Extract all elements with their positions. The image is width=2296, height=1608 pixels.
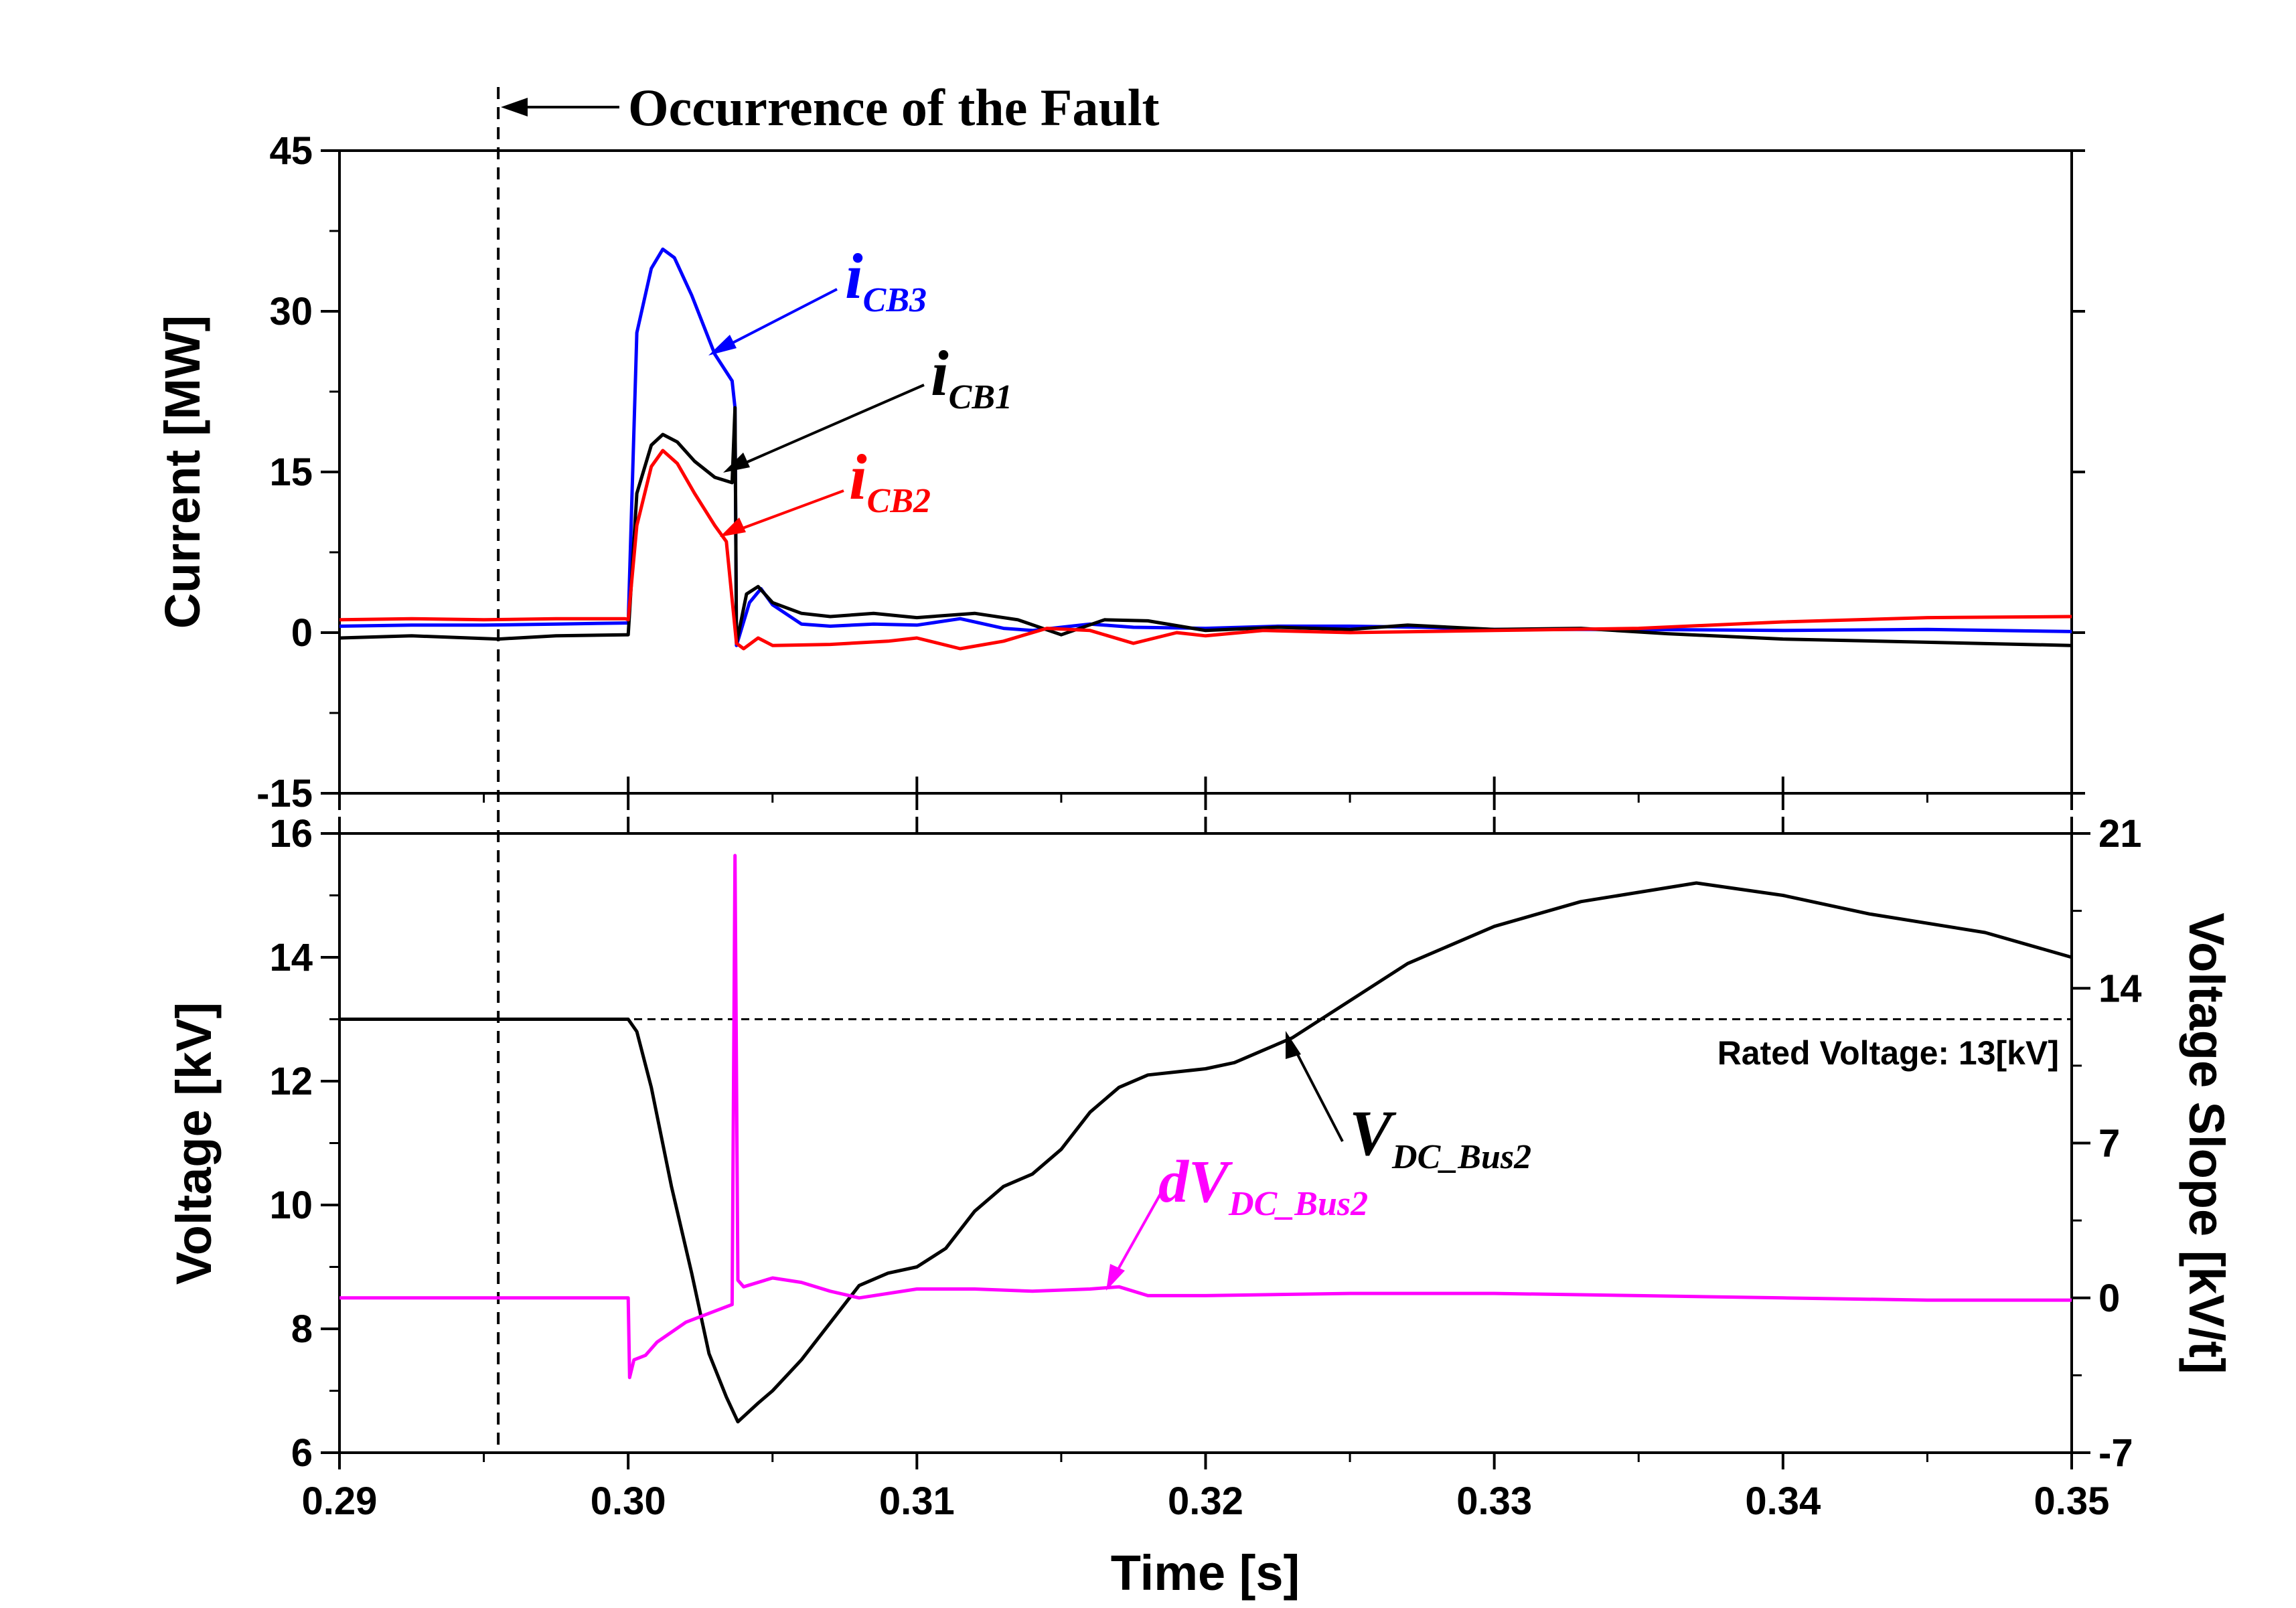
x-tick-label: 0.32 xyxy=(1168,1479,1243,1523)
i-cb2-label: iCB2 xyxy=(849,441,931,520)
right-y-tick-label: 21 xyxy=(2098,812,2142,856)
dv-dc-arrow xyxy=(1112,1191,1163,1279)
bottom-y-tick-label: 14 xyxy=(269,936,313,979)
series-dv-dc-bus2 xyxy=(339,854,2072,1380)
i-cb1-arrow xyxy=(735,384,925,469)
bottom-y-tick-label: 6 xyxy=(291,1431,313,1475)
x-tick-label: 0.29 xyxy=(302,1479,378,1523)
bottom-y-tick-label: 12 xyxy=(269,1060,313,1103)
bottom-y-tick-label: 10 xyxy=(269,1184,313,1227)
top-plot-frame xyxy=(338,149,2073,795)
fault-arrow-head xyxy=(501,98,528,116)
top-y-tick-label: 30 xyxy=(269,290,313,333)
axis-tick-labels: 0.29 0.30 0.31 0.32 0.33 0.34 0.35 -15 0 15 30 45 6 8… xyxy=(256,129,2141,1523)
v-dc-label: VDC_Bus2 xyxy=(1349,1097,1531,1176)
i-cb3-arrow xyxy=(719,288,838,351)
i-cb3-arrowhead xyxy=(708,335,737,355)
series-i-cb2 xyxy=(339,449,2072,651)
right-y-tick-label: 14 xyxy=(2098,967,2142,1010)
series-v-dc-bus2 xyxy=(339,881,2072,1424)
i-cb2-arrowhead xyxy=(720,517,746,537)
right-y-axis-title: Voltage Slope [kV/t] xyxy=(2179,912,2234,1374)
right-y-tick-label: 0 xyxy=(2098,1277,2120,1320)
right-y-tick-label: 7 xyxy=(2098,1122,2120,1165)
i-cb2-arrow xyxy=(731,489,844,534)
i-cb1-arrowhead xyxy=(723,453,750,473)
top-y-tick-label: 45 xyxy=(269,129,313,173)
axis-ticks xyxy=(321,149,2090,1469)
x-tick-label: 0.33 xyxy=(1456,1479,1532,1523)
series-i-cb1 xyxy=(339,406,2072,647)
x-tick-label: 0.35 xyxy=(2034,1479,2110,1523)
x-axis-title: Time [s] xyxy=(1111,1545,1300,1601)
x-tick-label: 0.31 xyxy=(879,1479,955,1523)
right-y-tick-label: -7 xyxy=(2098,1431,2133,1475)
i-cb1-label: iCB1 xyxy=(931,337,1012,416)
x-tick-label: 0.30 xyxy=(591,1479,666,1523)
top-y-axis-title: Current [MW] xyxy=(155,315,210,629)
dv-dc-label: dVDC_Bus2 xyxy=(1158,1149,1368,1223)
rated-voltage-label: Rated Voltage: 13[kV] xyxy=(1717,1034,2059,1072)
bottom-plot-frame xyxy=(338,832,2073,1454)
i-cb3-label: iCB3 xyxy=(845,240,927,319)
annotation-arrows xyxy=(708,288,1344,1291)
series-i-cb3 xyxy=(339,247,2072,647)
series-layer xyxy=(339,247,2072,1424)
bottom-y-axis-title: Voltage [kV] xyxy=(166,1002,222,1285)
top-y-tick-label: 0 xyxy=(291,611,313,655)
bottom-y-tick-label: 16 xyxy=(269,812,313,856)
top-y-tick-label: 15 xyxy=(269,451,313,494)
v-dc-arrow xyxy=(1291,1044,1344,1142)
x-tick-label: 0.34 xyxy=(1745,1479,1821,1523)
dv-dc-arrowhead xyxy=(1106,1264,1125,1291)
top-y-tick-label: -15 xyxy=(256,772,313,815)
bottom-y-tick-label: 8 xyxy=(291,1307,313,1351)
v-dc-arrowhead xyxy=(1286,1031,1301,1059)
fault-annotation-text: Occurrence of the Fault xyxy=(628,78,1160,137)
